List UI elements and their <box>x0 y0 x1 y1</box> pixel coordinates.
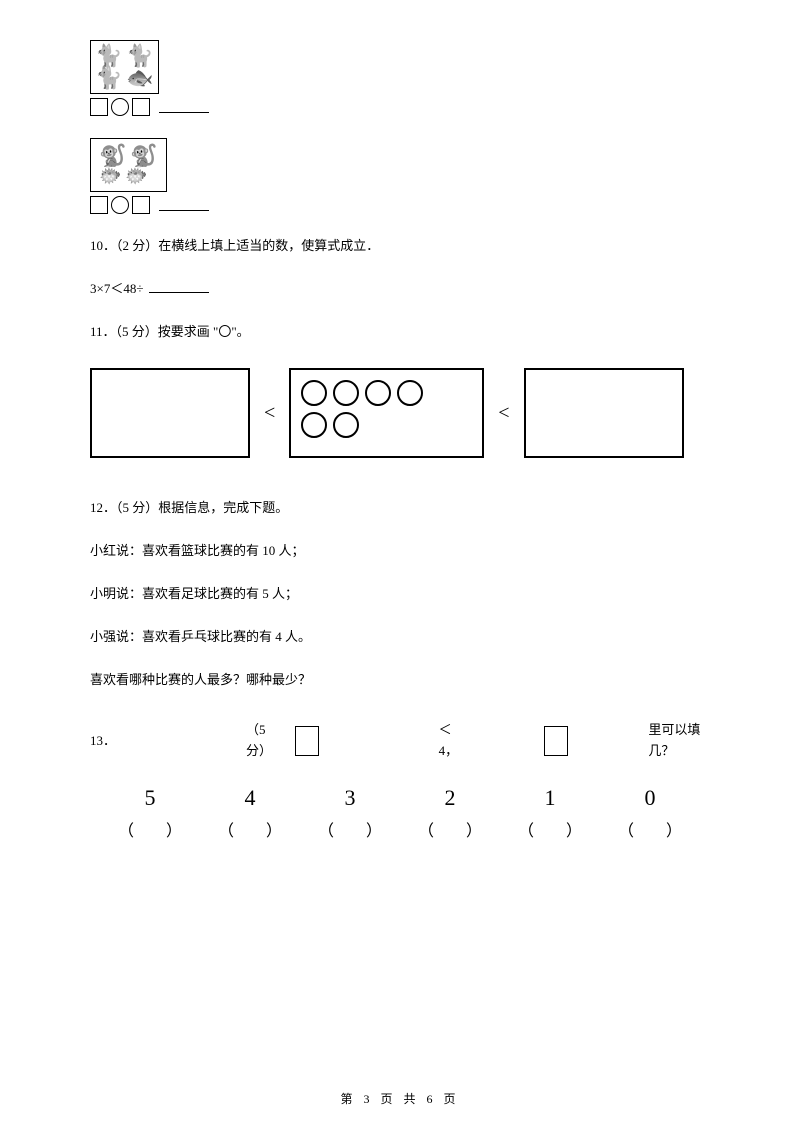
q12-line4: 喜欢看哪种比赛的人最多？哪种最少？ <box>90 670 710 691</box>
circle-box-middle <box>289 368 484 458</box>
image-group-cats: 🐈 🐈 🐈 🐟 <box>90 40 710 116</box>
small-animal-icon: 🐡 <box>125 167 147 185</box>
question-13-row: 13． （5 分） ＜4， 里可以填几？ <box>90 720 710 762</box>
circle-icon <box>333 380 359 406</box>
monkey-icon: 🐒 <box>99 145 126 167</box>
square-blank[interactable] <box>132 98 150 116</box>
compare-row-2 <box>90 196 710 214</box>
circle-icon <box>333 412 359 438</box>
paren-blank[interactable]: （ ） <box>510 819 590 845</box>
fish-icon: 🐟 <box>126 67 153 89</box>
circle-blank[interactable] <box>111 98 129 116</box>
q13-number-options: 5 4 3 2 1 0 <box>90 780 710 815</box>
picture-box-1: 🐈 🐈 🐈 🐟 <box>90 40 159 94</box>
q10-expression-row: 3×7＜48÷ <box>90 279 710 300</box>
option-number: 3 <box>345 780 356 815</box>
q12-label: 12．（5 分）根据信息，完成下题。 <box>90 500 288 515</box>
image-group-monkeys: 🐒 🐒 🐡 🐡 <box>90 138 710 214</box>
square-blank[interactable] <box>132 196 150 214</box>
circle-blank[interactable] <box>111 196 129 214</box>
question-10: 10．（2 分）在横线上填上适当的数，使算式成立． <box>90 236 710 257</box>
paren-blank[interactable]: （ ） <box>410 819 490 845</box>
answer-line[interactable] <box>159 199 209 211</box>
q12-line1: 小红说：喜欢看篮球比赛的有 10 人； <box>90 541 710 562</box>
blank-box[interactable] <box>544 726 568 756</box>
q12-line3: 小强说：喜欢看乒乓球比赛的有 4 人。 <box>90 627 710 648</box>
option-number: 2 <box>445 780 456 815</box>
option-number: 1 <box>545 780 556 815</box>
picture-box-2: 🐒 🐒 🐡 🐡 <box>90 138 167 192</box>
less-than-sign: < <box>264 397 275 429</box>
empty-box-right[interactable] <box>524 368 684 458</box>
circle-icon <box>365 380 391 406</box>
empty-box-left[interactable] <box>90 368 250 458</box>
q11-compare-diagram: < < <box>90 368 710 458</box>
square-blank[interactable] <box>90 98 108 116</box>
circle-icon <box>301 380 327 406</box>
compare-row-1 <box>90 98 710 116</box>
question-12: 12．（5 分）根据信息，完成下题。 <box>90 498 710 519</box>
circle-icon <box>301 412 327 438</box>
q11-label: 11．（5 分）按要求画 "〇"。 <box>90 324 250 339</box>
q13-prefix: 13． <box>90 731 116 752</box>
circle-icon <box>397 380 423 406</box>
q13-points: （5 分） <box>246 720 285 762</box>
q10-expr: 3×7＜48÷ <box>90 281 143 296</box>
option-number: 4 <box>245 780 256 815</box>
option-number: 5 <box>145 780 156 815</box>
answer-line[interactable] <box>159 101 209 113</box>
paren-blank[interactable]: （ ） <box>610 819 690 845</box>
cat-icon: 🐈 <box>126 45 153 67</box>
page-footer: 第 3 页 共 6 页 <box>0 1090 800 1107</box>
small-animal-icon: 🐡 <box>99 167 121 185</box>
less-than-sign: < <box>498 397 509 429</box>
paren-blank[interactable]: （ ） <box>110 819 190 845</box>
cat-icon: 🐈 <box>95 45 122 67</box>
option-number: 0 <box>645 780 656 815</box>
monkey-icon: 🐒 <box>130 145 157 167</box>
square-blank[interactable] <box>90 196 108 214</box>
q13-paren-row: （ ） （ ） （ ） （ ） （ ） （ ） <box>90 819 710 845</box>
blank-box[interactable] <box>295 726 319 756</box>
q13-lt: ＜4， <box>439 720 465 762</box>
q13-tail: 里可以填几？ <box>648 720 710 762</box>
paren-blank[interactable]: （ ） <box>310 819 390 845</box>
question-11: 11．（5 分）按要求画 "〇"。 <box>90 322 710 343</box>
paren-blank[interactable]: （ ） <box>210 819 290 845</box>
q10-label: 10．（2 分）在横线上填上适当的数，使算式成立． <box>90 236 710 257</box>
q12-line2: 小明说：喜欢看足球比赛的有 5 人； <box>90 584 710 605</box>
cat-icon: 🐈 <box>95 67 122 89</box>
answer-line[interactable] <box>149 281 209 293</box>
